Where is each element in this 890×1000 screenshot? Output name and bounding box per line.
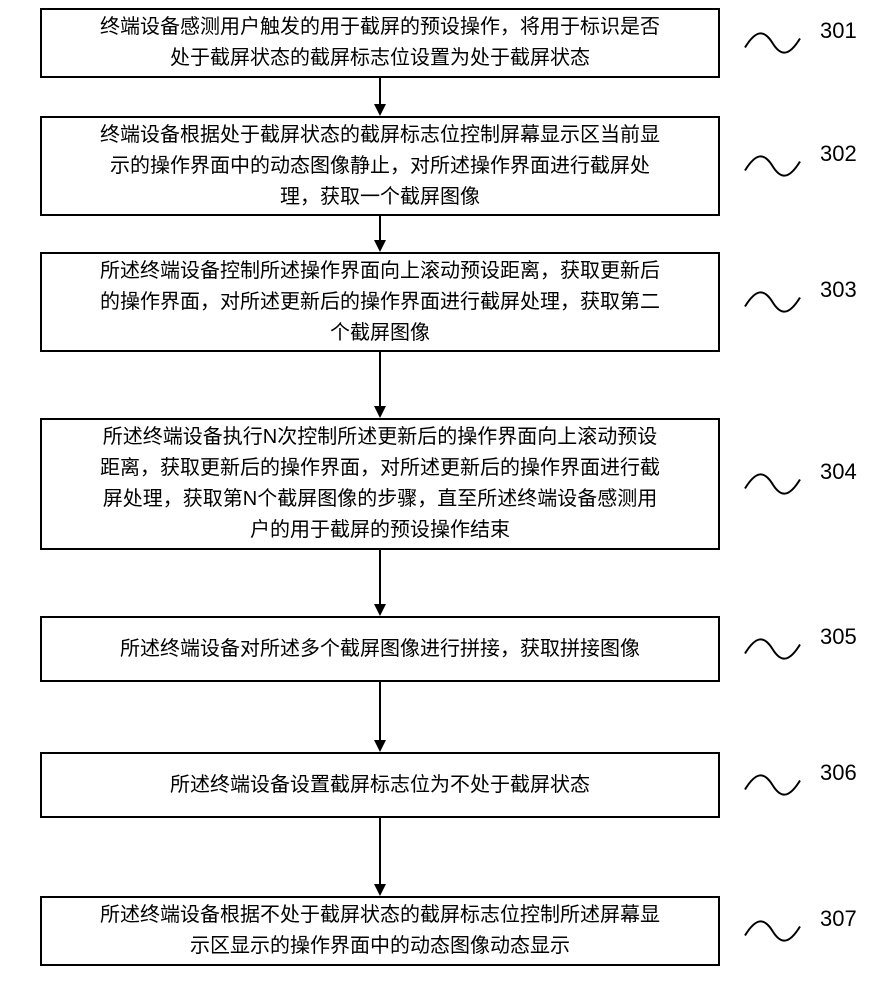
step-label-304: 304 (820, 459, 857, 485)
arrow-head-icon (374, 240, 386, 252)
wave-connector (745, 151, 800, 181)
step-text: 所述终端设备根据不处于截屏状态的截屏标志位控制所述屏幕显 示区显示的操作界面中的… (100, 900, 660, 962)
arrow-head-icon (374, 104, 386, 116)
step-text: 终端设备感测用户触发的用于截屏的预设操作，将用于标识是否 处于截屏状态的截屏标志… (100, 12, 660, 74)
step-box-304: 所述终端设备执行N次控制所述更新后的操作界面向上滚动预设 距离，获取更新后的操作… (40, 418, 720, 550)
step-box-305: 所述终端设备对所述多个截屏图像进行拼接，获取拼接图像 (40, 616, 720, 682)
step-box-306: 所述终端设备设置截屏标志位为不处于截屏状态 (40, 752, 720, 818)
arrow (379, 550, 381, 605)
wave-connector (745, 287, 800, 317)
step-label-302: 302 (820, 141, 857, 167)
wave-connector (745, 634, 800, 664)
arrow (379, 682, 381, 741)
arrow (379, 352, 381, 407)
step-box-303: 所述终端设备控制所述操作界面向上滚动预设距离，获取更新后 的操作界面，对所述更新… (40, 252, 720, 352)
step-box-302: 终端设备根据处于截屏状态的截屏标志位控制屏幕显示区当前显 示的操作界面中的动态图… (40, 116, 720, 216)
step-label-306: 306 (820, 760, 857, 786)
wave-connector (745, 916, 800, 946)
arrow-head-icon (374, 884, 386, 896)
arrow (379, 78, 381, 105)
step-text: 所述终端设备对所述多个截屏图像进行拼接，获取拼接图像 (120, 634, 640, 665)
flowchart-canvas: 终端设备感测用户触发的用于截屏的预设操作，将用于标识是否 处于截屏状态的截屏标志… (0, 0, 890, 1000)
arrow (379, 818, 381, 885)
step-text: 所述终端设备执行N次控制所述更新后的操作界面向上滚动预设 距离，获取更新后的操作… (100, 422, 660, 546)
arrow-head-icon (374, 740, 386, 752)
wave-connector (745, 469, 800, 499)
step-label-301: 301 (820, 18, 857, 44)
arrow-head-icon (374, 604, 386, 616)
step-box-307: 所述终端设备根据不处于截屏状态的截屏标志位控制所述屏幕显 示区显示的操作界面中的… (40, 896, 720, 966)
step-box-301: 终端设备感测用户触发的用于截屏的预设操作，将用于标识是否 处于截屏状态的截屏标志… (40, 8, 720, 78)
step-label-305: 305 (820, 624, 857, 650)
step-text: 所述终端设备设置截屏标志位为不处于截屏状态 (170, 770, 590, 801)
step-text: 终端设备根据处于截屏状态的截屏标志位控制屏幕显示区当前显 示的操作界面中的动态图… (100, 120, 660, 213)
arrow (379, 216, 381, 241)
step-label-307: 307 (820, 906, 857, 932)
step-text: 所述终端设备控制所述操作界面向上滚动预设距离，获取更新后 的操作界面，对所述更新… (100, 256, 660, 349)
wave-connector (745, 770, 800, 800)
arrow-head-icon (374, 406, 386, 418)
step-label-303: 303 (820, 277, 857, 303)
wave-connector (745, 28, 800, 58)
